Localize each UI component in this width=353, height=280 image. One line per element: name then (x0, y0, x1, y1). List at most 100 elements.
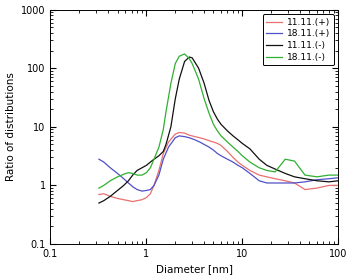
18.11.(-) (265, 169, 269, 172)
18.11.(+) (108, 166, 112, 169)
18.11.(+) (144, 189, 149, 192)
18.11.(-) (190, 62, 194, 65)
11.11.(-) (207, 99, 211, 102)
11.11.(+) (144, 196, 149, 199)
18.11.(+) (207, 145, 211, 149)
18.11.(+) (152, 184, 156, 187)
11.11.(-) (219, 123, 223, 126)
11.11.(-) (135, 169, 139, 172)
18.11.(+) (211, 148, 216, 152)
18.11.(+) (257, 179, 261, 183)
11.11.(-) (336, 179, 340, 183)
11.11.(-) (97, 201, 101, 205)
11.11.(+) (265, 175, 269, 179)
11.11.(+) (211, 140, 216, 144)
18.11.(-) (211, 123, 216, 126)
18.11.(-) (202, 97, 206, 101)
11.11.(+) (157, 169, 161, 172)
18.11.(+) (161, 158, 166, 161)
18.11.(-) (236, 150, 240, 153)
11.11.(-) (187, 55, 191, 59)
18.11.(+) (273, 181, 277, 185)
11.11.(-) (190, 56, 194, 60)
18.11.(+) (283, 181, 287, 185)
18.11.(-) (273, 170, 277, 174)
11.11.(+) (257, 173, 261, 177)
11.11.(-) (273, 167, 277, 171)
11.11.(+) (315, 186, 319, 190)
11.11.(-) (327, 180, 331, 183)
18.11.(-) (225, 140, 229, 144)
11.11.(-) (148, 160, 152, 164)
18.11.(-) (183, 52, 187, 56)
Line: 18.11.(+): 18.11.(+) (99, 136, 338, 191)
18.11.(-) (215, 129, 220, 133)
18.11.(-) (152, 158, 156, 161)
18.11.(-) (135, 173, 139, 177)
Y-axis label: Ratio of distributions: Ratio of distributions (6, 72, 16, 181)
11.11.(+) (202, 137, 206, 141)
18.11.(+) (157, 173, 161, 177)
18.11.(+) (215, 152, 220, 155)
11.11.(-) (231, 134, 235, 137)
18.11.(+) (177, 134, 181, 137)
18.11.(+) (173, 136, 178, 139)
Legend: 11.11.(+), 18.11.(+), 11.11.(-), 18.11.(-): 11.11.(+), 18.11.(+), 11.11.(-), 18.11.(… (263, 14, 334, 66)
11.11.(-) (173, 97, 178, 101)
18.11.(-) (108, 179, 112, 183)
18.11.(+) (225, 158, 229, 161)
18.11.(-) (327, 173, 331, 177)
18.11.(-) (169, 82, 173, 85)
18.11.(-) (177, 55, 181, 58)
18.11.(-) (197, 78, 201, 81)
11.11.(-) (144, 164, 149, 167)
18.11.(-) (173, 62, 178, 65)
11.11.(+) (292, 181, 297, 185)
11.11.(+) (177, 131, 181, 134)
11.11.(-) (177, 78, 181, 81)
18.11.(+) (265, 181, 269, 185)
11.11.(+) (140, 198, 144, 201)
11.11.(+) (115, 197, 120, 200)
11.11.(+) (240, 164, 244, 167)
11.11.(-) (131, 173, 135, 177)
18.11.(+) (183, 135, 187, 138)
11.11.(+) (121, 198, 126, 201)
18.11.(+) (198, 140, 202, 144)
11.11.(+) (97, 193, 101, 196)
11.11.(-) (152, 158, 156, 161)
18.11.(+) (193, 138, 197, 141)
18.11.(-) (219, 134, 223, 137)
Line: 11.11.(-): 11.11.(-) (99, 57, 338, 203)
11.11.(-) (164, 143, 168, 146)
11.11.(+) (236, 160, 240, 164)
11.11.(+) (207, 139, 211, 142)
11.11.(-) (126, 179, 131, 183)
18.11.(-) (102, 184, 106, 187)
11.11.(-) (108, 195, 112, 198)
11.11.(+) (336, 184, 340, 187)
18.11.(-) (148, 166, 152, 169)
X-axis label: Diameter [nm]: Diameter [nm] (156, 264, 233, 274)
18.11.(-) (97, 186, 101, 190)
Line: 18.11.(-): 18.11.(-) (99, 54, 338, 188)
11.11.(-) (257, 158, 261, 161)
11.11.(+) (198, 136, 202, 139)
18.11.(-) (292, 159, 297, 163)
11.11.(-) (248, 147, 252, 151)
11.11.(+) (193, 135, 197, 138)
11.11.(+) (215, 142, 220, 145)
18.11.(-) (161, 128, 166, 131)
18.11.(+) (131, 185, 135, 188)
18.11.(+) (240, 166, 244, 169)
11.11.(-) (197, 66, 201, 70)
11.11.(-) (121, 184, 126, 187)
11.11.(-) (140, 166, 144, 169)
11.11.(+) (283, 179, 287, 183)
11.11.(+) (131, 200, 135, 203)
11.11.(-) (315, 179, 319, 183)
11.11.(-) (292, 175, 297, 179)
11.11.(+) (152, 184, 156, 187)
11.11.(-) (157, 154, 161, 157)
18.11.(-) (121, 172, 126, 176)
